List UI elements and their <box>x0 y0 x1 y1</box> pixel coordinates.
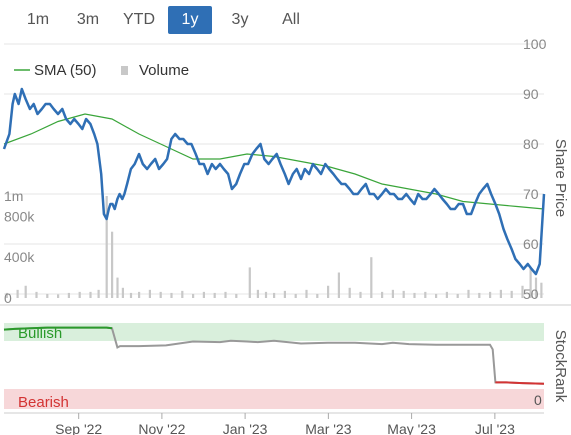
x-tick-label: May '23 <box>387 421 436 435</box>
volume-bar <box>489 291 492 298</box>
volume-bar <box>89 291 92 298</box>
x-tick-label: Sep '22 <box>55 421 102 435</box>
x-tick-label: Nov '22 <box>138 421 185 435</box>
volume-tick-label: 800k <box>4 208 35 224</box>
stockrank-bullish-segment <box>3 326 113 331</box>
volume-axis-ticks: 1m 800k 400k 0 <box>4 188 35 306</box>
volume-bar <box>510 290 513 298</box>
volume-bar <box>121 287 124 298</box>
volume-bar <box>213 292 216 298</box>
volume-bar <box>456 293 459 298</box>
range-button-1y[interactable]: 1y <box>168 6 212 34</box>
price-tick-label: 80 <box>523 136 539 152</box>
range-button-1m[interactable]: 1m <box>26 11 50 28</box>
volume-bar <box>78 291 81 298</box>
bearish-band <box>4 389 544 409</box>
x-tick-label: Jan '23 <box>223 421 268 435</box>
volume-bar <box>35 291 38 298</box>
volume-bar <box>402 290 405 298</box>
volume-bar <box>359 291 362 298</box>
volume-bar <box>316 293 319 298</box>
range-button-3m[interactable]: 3m <box>76 11 100 28</box>
price-tick-label: 70 <box>523 186 539 202</box>
volume-bar <box>381 291 384 298</box>
volume-bar <box>159 291 162 298</box>
volume-bar <box>16 289 19 298</box>
volume-bar <box>5 292 8 298</box>
volume-bar <box>424 291 427 298</box>
x-tick-label: Jul '23 <box>475 421 515 435</box>
volume-bar <box>337 272 340 298</box>
volume-bar <box>138 291 141 298</box>
range-button-ytd[interactable]: YTD <box>123 11 155 28</box>
volume-bar <box>170 292 173 298</box>
volume-bar <box>181 290 184 298</box>
volume-tick-label: 1m <box>4 188 23 204</box>
volume-tick-label: 400k <box>4 249 35 265</box>
stockrank-axis-title: StockRank <box>552 330 569 403</box>
legend-volume-swatch <box>121 66 128 75</box>
volume-bar <box>294 293 297 298</box>
volume-bar <box>413 292 416 298</box>
volume-bars <box>5 196 543 298</box>
volume-bar <box>105 196 108 298</box>
price-axis-ticks: 100 90 80 70 60 50 <box>523 36 547 302</box>
price-tick-label: 60 <box>523 236 539 252</box>
price-tick-label: 100 <box>523 36 547 52</box>
volume-bar <box>499 289 502 298</box>
bearish-label: Bearish <box>18 394 69 411</box>
price-tick-label: 50 <box>523 286 539 302</box>
volume-bar <box>24 285 27 298</box>
volume-bar <box>57 294 60 298</box>
stockrank-bearish-segment <box>495 381 545 385</box>
volume-bar <box>467 289 470 298</box>
volume-bar <box>256 289 259 298</box>
volume-bar <box>202 291 205 298</box>
volume-bar <box>391 289 394 298</box>
volume-bar <box>370 257 373 298</box>
volume-bar <box>46 293 49 298</box>
stockrank-zero-tick: 0 <box>534 392 542 408</box>
volume-bar <box>111 231 114 298</box>
range-button-3y[interactable]: 3y <box>231 11 249 28</box>
range-button-all[interactable]: All <box>282 11 300 28</box>
volume-bar <box>445 291 448 298</box>
x-axis: Sep '22 Nov '22 Jan '23 Mar '23 May '23 Jul '… <box>4 412 544 435</box>
volume-bar <box>235 293 238 298</box>
volume-bar <box>129 292 133 298</box>
volume-bar <box>529 267 532 298</box>
price-line <box>2 87 546 276</box>
legend-volume-label: Volume <box>139 62 189 79</box>
volume-bar <box>248 267 251 298</box>
volume-bar <box>264 291 268 298</box>
price-tick-label: 90 <box>523 86 539 102</box>
volume-bar <box>348 287 351 298</box>
volume-bar <box>192 293 195 298</box>
legend: SMA (50) Volume <box>14 62 189 79</box>
bullish-band <box>4 323 544 341</box>
legend-sma-label: SMA (50) <box>34 62 97 79</box>
volume-bar <box>435 293 438 298</box>
x-tick-label: Mar '23 <box>305 421 351 435</box>
volume-bar <box>478 292 481 298</box>
volume-bar <box>283 290 286 298</box>
volume-bar <box>67 292 70 298</box>
volume-bar <box>305 289 308 298</box>
volume-bar <box>521 285 524 298</box>
volume-bar <box>148 289 151 298</box>
volume-bar <box>97 289 100 298</box>
volume-tick-label: 0 <box>4 290 12 306</box>
volume-bar <box>224 291 227 298</box>
volume-bar <box>116 277 119 298</box>
volume-bar <box>534 277 538 298</box>
volume-bar <box>327 285 330 298</box>
range-selector: 1m 3m YTD 1y 3y All <box>0 0 571 38</box>
price-gridlines <box>4 43 544 295</box>
volume-bar <box>540 282 543 298</box>
price-axis-title: Share Price <box>552 139 569 217</box>
sma-line <box>3 113 545 210</box>
volume-bar <box>273 292 276 298</box>
